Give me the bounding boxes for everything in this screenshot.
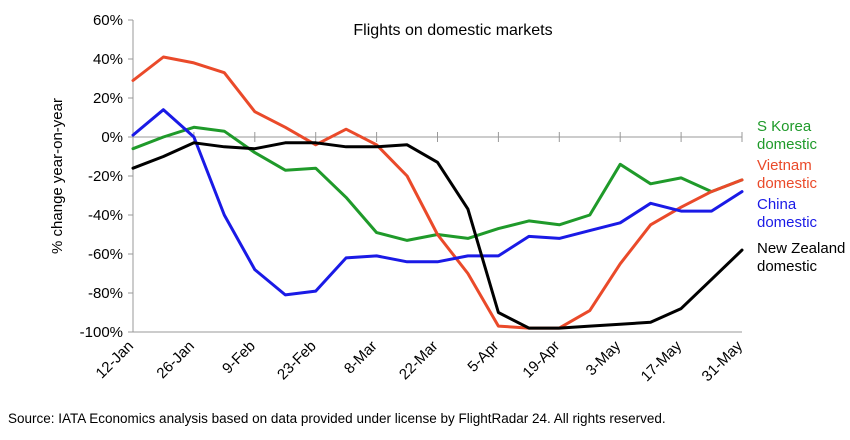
x-tick-label: 26-Jan: [153, 338, 197, 382]
x-tick-label: 17-May: [638, 337, 686, 385]
x-tick-label: 23-Feb: [274, 338, 320, 384]
y-tick-label: 20%: [93, 90, 123, 107]
series-label-line: domestic: [757, 258, 818, 275]
x-tick-label: 5-Apr: [464, 338, 502, 376]
y-tick-label: -100%: [80, 324, 123, 341]
x-tick-label: 9-Feb: [219, 338, 259, 378]
y-tick-label: -80%: [88, 285, 123, 302]
chart-title: Flights on domestic markets: [353, 22, 552, 39]
y-tick-label: 0%: [101, 129, 123, 146]
x-tick-label: 19-Apr: [519, 338, 563, 382]
series-label-1: Vietnam domestic: [757, 157, 818, 192]
x-tick-label: 22-Mar: [396, 338, 442, 384]
series-label-0: S Korea domestic: [757, 118, 818, 153]
series-label-line: domestic: [757, 175, 818, 192]
series-label-line: China: [757, 196, 797, 213]
series-label-line: Vietnam: [757, 157, 812, 174]
series-line-2: [131, 108, 744, 297]
y-axis-label: % change year-on-year: [49, 98, 66, 254]
y-tick-label: 40%: [93, 51, 123, 68]
y-tick-label: -40%: [88, 207, 123, 224]
series-label-line: New Zealand: [757, 240, 845, 257]
series-label-line: domestic: [757, 136, 818, 153]
series-label-line: S Korea: [757, 118, 812, 135]
y-tick-label: -20%: [88, 168, 123, 185]
series-label-2: China domestic: [757, 196, 818, 231]
series-label-3: New Zealand domestic: [757, 240, 845, 275]
x-tick-label: 31-May: [699, 337, 747, 385]
series-line-1: [131, 55, 744, 330]
x-tick-label: 3-May: [583, 337, 625, 379]
x-tick-label: 8-Mar: [341, 338, 381, 378]
x-tick-label: 12-Jan: [93, 338, 137, 382]
y-tick-label: -60%: [88, 246, 123, 263]
source-note: Source: IATA Economics analysis based on…: [8, 411, 666, 426]
series-label-line: domestic: [757, 214, 818, 231]
series-line-3: [131, 141, 744, 330]
y-tick-label: 60%: [93, 12, 123, 29]
